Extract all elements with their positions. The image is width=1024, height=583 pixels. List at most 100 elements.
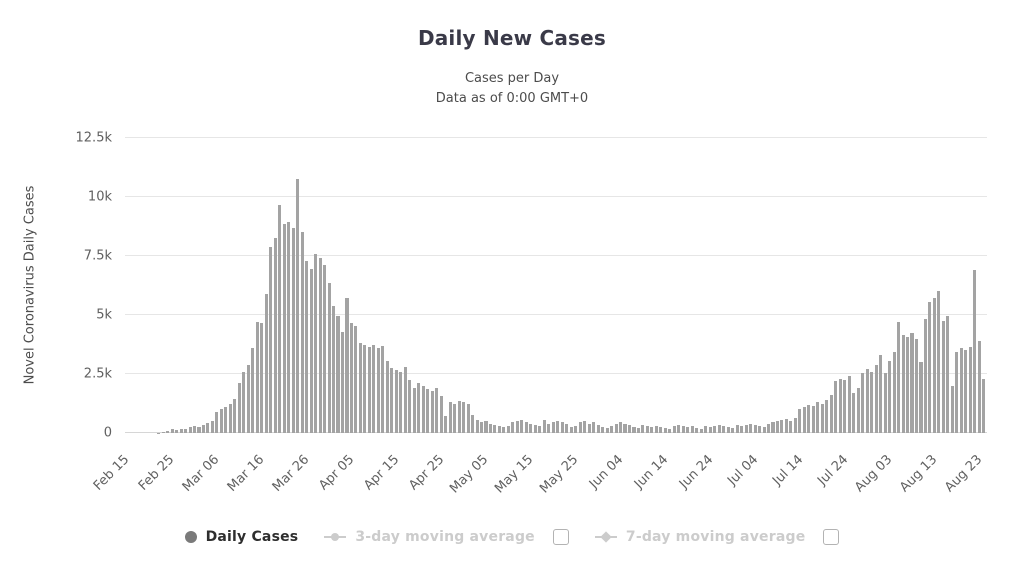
daily-cases-bar[interactable] — [758, 425, 762, 433]
daily-cases-bar[interactable] — [444, 416, 448, 433]
daily-cases-bar[interactable] — [883, 372, 887, 433]
daily-cases-bar[interactable] — [547, 423, 551, 433]
daily-cases-bar[interactable] — [184, 429, 188, 433]
daily-cases-bar[interactable] — [403, 366, 407, 433]
daily-cases-bar[interactable] — [704, 425, 708, 433]
daily-cases-bar[interactable] — [462, 402, 466, 433]
daily-cases-bar[interactable] — [636, 428, 640, 433]
daily-cases-bar[interactable] — [874, 364, 878, 433]
daily-cases-bar[interactable] — [394, 370, 398, 433]
daily-cases-bar[interactable] — [233, 398, 237, 433]
daily-cases-bar[interactable] — [488, 423, 492, 433]
daily-cases-bar[interactable] — [601, 427, 605, 433]
daily-cases-bar[interactable] — [332, 305, 336, 433]
daily-cases-bar[interactable] — [789, 421, 793, 433]
daily-cases-bar[interactable] — [497, 425, 501, 433]
daily-cases-bar[interactable] — [659, 427, 663, 433]
daily-cases-bar[interactable] — [753, 424, 757, 433]
daily-cases-bar[interactable] — [793, 417, 797, 433]
daily-cases-bar[interactable] — [897, 322, 901, 433]
daily-cases-bar[interactable] — [583, 421, 587, 433]
daily-cases-bar[interactable] — [426, 389, 430, 433]
daily-cases-bar[interactable] — [596, 424, 600, 433]
daily-cases-bar[interactable] — [847, 376, 851, 433]
daily-cases-bar[interactable] — [914, 338, 919, 433]
daily-cases-bar[interactable] — [372, 344, 376, 433]
daily-cases-bar[interactable] — [829, 395, 833, 433]
daily-cases-bar[interactable] — [578, 422, 582, 433]
daily-cases-bar[interactable] — [282, 224, 286, 433]
daily-cases-bar[interactable] — [560, 422, 564, 433]
daily-cases-bar[interactable] — [479, 422, 484, 433]
legend-checkbox-7-day-moving-average[interactable] — [823, 529, 840, 545]
daily-cases-bar[interactable] — [430, 390, 434, 433]
daily-cases-bar[interactable] — [654, 425, 658, 433]
daily-cases-bar[interactable] — [838, 378, 842, 433]
daily-cases-bar[interactable] — [493, 424, 497, 433]
daily-cases-bar[interactable] — [614, 423, 618, 433]
daily-cases-bar[interactable] — [457, 401, 461, 433]
daily-cases-bar[interactable] — [923, 318, 927, 433]
daily-cases-bar[interactable] — [349, 323, 353, 433]
daily-cases-bar[interactable] — [807, 404, 811, 433]
daily-cases-bar[interactable] — [623, 423, 627, 433]
daily-cases-bar[interactable] — [511, 422, 515, 433]
daily-cases-bar[interactable] — [264, 293, 268, 433]
daily-cases-bar[interactable] — [695, 428, 699, 433]
daily-cases-bar[interactable] — [834, 381, 838, 433]
daily-cases-bar[interactable] — [210, 421, 214, 433]
daily-cases-bar[interactable] — [744, 424, 748, 433]
daily-cases-bar[interactable] — [255, 322, 259, 433]
legend-checkbox-3-day-moving-average[interactable] — [552, 529, 569, 545]
daily-cases-bar[interactable] — [798, 409, 802, 433]
daily-cases-bar[interactable] — [385, 361, 389, 433]
daily-cases-bar[interactable] — [861, 372, 865, 433]
daily-cases-bar[interactable] — [305, 260, 309, 433]
daily-cases-bar[interactable] — [314, 253, 318, 433]
daily-cases-bar[interactable] — [471, 415, 475, 433]
daily-cases-bar[interactable] — [273, 238, 277, 433]
legend-item-daily-cases[interactable]: Daily Cases — [184, 529, 299, 545]
daily-cases-bar[interactable] — [515, 421, 519, 433]
daily-cases-bar[interactable] — [677, 424, 681, 433]
daily-cases-bar[interactable] — [771, 422, 775, 433]
daily-cases-bar[interactable] — [775, 421, 779, 433]
daily-cases-bar[interactable] — [879, 355, 883, 433]
daily-cases-bar[interactable] — [627, 424, 632, 433]
daily-cases-bar[interactable] — [215, 411, 219, 433]
daily-cases-bar[interactable] — [955, 351, 959, 433]
daily-cases-bar[interactable] — [170, 429, 174, 433]
daily-cases-bar[interactable] — [941, 320, 945, 433]
daily-cases-bar[interactable] — [524, 422, 528, 433]
daily-cases-bar[interactable] — [946, 316, 950, 433]
daily-cases-bar[interactable] — [762, 427, 766, 433]
daily-cases-bar[interactable] — [345, 298, 349, 433]
daily-cases-bar[interactable] — [188, 427, 192, 433]
daily-cases-bar[interactable] — [574, 425, 578, 433]
daily-cases-bar[interactable] — [287, 221, 291, 433]
daily-cases-bar[interactable] — [367, 346, 371, 433]
daily-cases-bar[interactable] — [610, 425, 614, 433]
daily-cases-bar[interactable] — [466, 403, 470, 433]
daily-cases-bar[interactable] — [932, 298, 936, 433]
daily-cases-bar[interactable] — [708, 427, 712, 433]
daily-cases-bar[interactable] — [959, 348, 963, 433]
daily-cases-bar[interactable] — [784, 418, 788, 433]
daily-cases-bar[interactable] — [852, 392, 856, 433]
daily-cases-bar[interactable] — [300, 232, 304, 433]
daily-cases-bar[interactable] — [668, 429, 672, 433]
daily-cases-bar[interactable] — [937, 291, 941, 433]
daily-cases-bar[interactable] — [919, 362, 923, 433]
daily-cases-bar[interactable] — [780, 420, 784, 433]
daily-cases-bar[interactable] — [825, 399, 829, 433]
daily-cases-bar[interactable] — [587, 423, 591, 433]
daily-cases-bar[interactable] — [278, 205, 282, 433]
daily-cases-bar[interactable] — [399, 371, 403, 433]
daily-cases-bar[interactable] — [565, 423, 569, 433]
daily-cases-bar[interactable] — [453, 403, 457, 433]
daily-cases-bar[interactable] — [390, 368, 394, 433]
daily-cases-bar[interactable] — [820, 403, 824, 433]
daily-cases-bar[interactable] — [529, 423, 533, 433]
daily-cases-bar[interactable] — [977, 340, 981, 433]
daily-cases-bar[interactable] — [354, 325, 358, 433]
